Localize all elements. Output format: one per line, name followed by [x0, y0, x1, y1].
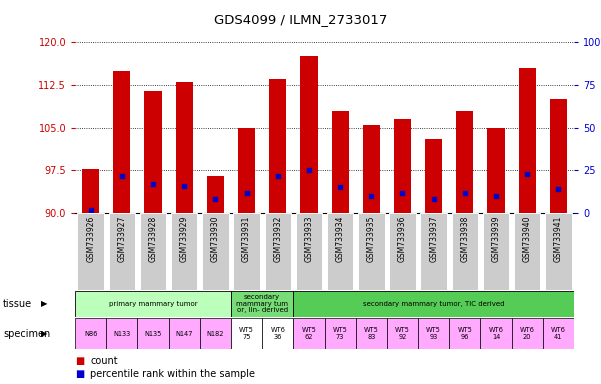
FancyBboxPatch shape: [233, 213, 260, 290]
Text: GSM733931: GSM733931: [242, 215, 251, 262]
Bar: [144, 91, 162, 213]
Text: N86: N86: [84, 331, 97, 336]
Text: GSM733927: GSM733927: [117, 215, 126, 262]
FancyBboxPatch shape: [325, 318, 356, 349]
FancyBboxPatch shape: [418, 318, 449, 349]
Text: WT5
62: WT5 62: [302, 327, 316, 340]
Bar: [269, 79, 286, 213]
Text: GSM733934: GSM733934: [335, 215, 344, 262]
Bar: [82, 169, 99, 213]
FancyBboxPatch shape: [545, 213, 572, 290]
Text: WT5
93: WT5 93: [426, 327, 441, 340]
Text: tissue: tissue: [3, 299, 32, 309]
Bar: [300, 56, 317, 213]
Text: GSM733937: GSM733937: [429, 215, 438, 262]
Text: WT5
92: WT5 92: [395, 327, 410, 340]
FancyBboxPatch shape: [109, 213, 135, 290]
Text: GSM733936: GSM733936: [398, 215, 407, 262]
Bar: [394, 119, 411, 213]
Text: GSM733935: GSM733935: [367, 215, 376, 262]
FancyBboxPatch shape: [78, 213, 104, 290]
FancyBboxPatch shape: [138, 318, 169, 349]
FancyBboxPatch shape: [389, 213, 416, 290]
Text: N147: N147: [175, 331, 193, 336]
Text: GSM733933: GSM733933: [305, 215, 314, 262]
Text: N182: N182: [207, 331, 224, 336]
FancyBboxPatch shape: [231, 291, 293, 317]
Bar: [425, 139, 442, 213]
Bar: [487, 127, 505, 213]
Text: WT6
14: WT6 14: [489, 327, 504, 340]
Text: N133: N133: [113, 331, 130, 336]
Text: GSM733938: GSM733938: [460, 215, 469, 262]
Text: WT6
36: WT6 36: [270, 327, 285, 340]
FancyBboxPatch shape: [480, 318, 511, 349]
Text: WT5
96: WT5 96: [457, 327, 472, 340]
Text: WT6
20: WT6 20: [520, 327, 535, 340]
Text: GSM733930: GSM733930: [211, 215, 220, 262]
FancyBboxPatch shape: [296, 213, 322, 290]
Text: percentile rank within the sample: percentile rank within the sample: [90, 369, 255, 379]
FancyBboxPatch shape: [262, 318, 293, 349]
FancyBboxPatch shape: [140, 213, 166, 290]
Text: WT5
83: WT5 83: [364, 327, 379, 340]
Text: GSM733932: GSM733932: [273, 215, 282, 262]
Text: secondary mammary tumor, TIC derived: secondary mammary tumor, TIC derived: [363, 301, 504, 307]
Bar: [519, 68, 535, 213]
FancyBboxPatch shape: [543, 318, 574, 349]
Text: WT5
75: WT5 75: [239, 327, 254, 340]
FancyBboxPatch shape: [356, 318, 387, 349]
Text: ■: ■: [75, 356, 84, 366]
Bar: [238, 127, 255, 213]
Bar: [550, 99, 567, 213]
FancyBboxPatch shape: [264, 213, 291, 290]
Text: GSM733940: GSM733940: [523, 215, 532, 262]
Text: ■: ■: [75, 369, 84, 379]
FancyBboxPatch shape: [327, 213, 353, 290]
Bar: [207, 176, 224, 213]
Text: GSM733941: GSM733941: [554, 215, 563, 262]
FancyBboxPatch shape: [511, 318, 543, 349]
Bar: [114, 71, 130, 213]
FancyBboxPatch shape: [75, 291, 231, 317]
Text: WT6
41: WT6 41: [551, 327, 566, 340]
FancyBboxPatch shape: [75, 318, 106, 349]
Bar: [456, 111, 474, 213]
Text: GSM733926: GSM733926: [86, 215, 95, 262]
FancyBboxPatch shape: [200, 318, 231, 349]
Text: specimen: specimen: [3, 328, 50, 339]
FancyBboxPatch shape: [293, 291, 574, 317]
Bar: [175, 82, 193, 213]
Text: GSM733928: GSM733928: [148, 215, 157, 262]
FancyBboxPatch shape: [421, 213, 447, 290]
Bar: [332, 111, 349, 213]
Text: primary mammary tumor: primary mammary tumor: [109, 301, 197, 307]
Text: secondary
mammary tum
or, lin- derived: secondary mammary tum or, lin- derived: [236, 294, 288, 313]
FancyBboxPatch shape: [202, 213, 228, 290]
Text: N135: N135: [144, 331, 162, 336]
FancyBboxPatch shape: [451, 213, 478, 290]
FancyBboxPatch shape: [293, 318, 325, 349]
FancyBboxPatch shape: [387, 318, 418, 349]
Text: GDS4099 / ILMN_2733017: GDS4099 / ILMN_2733017: [214, 13, 387, 26]
Text: GSM733929: GSM733929: [180, 215, 189, 262]
FancyBboxPatch shape: [106, 318, 138, 349]
Text: count: count: [90, 356, 118, 366]
FancyBboxPatch shape: [169, 318, 200, 349]
Text: ▶: ▶: [41, 329, 47, 338]
FancyBboxPatch shape: [483, 213, 509, 290]
FancyBboxPatch shape: [449, 318, 480, 349]
Text: ▶: ▶: [41, 299, 47, 308]
FancyBboxPatch shape: [231, 318, 262, 349]
Text: WT5
73: WT5 73: [333, 327, 347, 340]
Bar: [363, 125, 380, 213]
Text: GSM733939: GSM733939: [492, 215, 501, 262]
FancyBboxPatch shape: [171, 213, 198, 290]
FancyBboxPatch shape: [358, 213, 385, 290]
FancyBboxPatch shape: [514, 213, 540, 290]
